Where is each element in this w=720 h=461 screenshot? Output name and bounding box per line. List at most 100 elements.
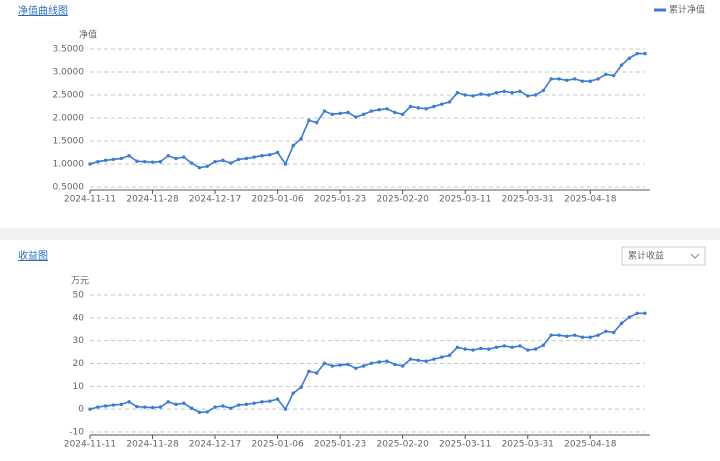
data-point	[213, 160, 217, 164]
data-line	[89, 52, 645, 169]
data-point	[518, 89, 522, 94]
data-point	[143, 160, 147, 164]
data-point	[299, 137, 303, 141]
data-point	[518, 344, 522, 348]
data-point	[635, 311, 639, 315]
data-point	[369, 109, 374, 113]
data-point	[479, 346, 483, 351]
dropdown-label[interactable]: 累计收益	[628, 250, 664, 262]
data-point	[572, 333, 577, 337]
data-point	[588, 335, 592, 339]
data-point	[275, 150, 280, 155]
data-line	[89, 312, 645, 414]
dropdown[interactable]	[621, 246, 706, 266]
data-point	[88, 162, 92, 166]
section-title[interactable]: 净值曲线图	[18, 4, 68, 17]
x-tick-label: 2025-02-20	[377, 195, 430, 205]
data-point	[354, 366, 358, 370]
data-point	[322, 109, 327, 113]
x-tick-label: 2024-11-11	[64, 195, 116, 205]
legend-label[interactable]: 累计净值	[669, 4, 705, 16]
data-point	[486, 347, 491, 351]
data-point	[182, 401, 186, 405]
data-point	[533, 347, 538, 351]
data-point	[471, 94, 475, 98]
data-point	[604, 329, 608, 334]
data-point	[440, 102, 444, 106]
data-point	[447, 100, 452, 104]
y-axis-label: 净值	[79, 29, 97, 41]
data-point	[275, 397, 280, 401]
y-tick-label: 1.5000	[53, 137, 85, 147]
data-point	[502, 344, 506, 348]
data-point	[416, 106, 421, 110]
data-point	[111, 403, 116, 407]
y-tick-label: 40	[73, 313, 85, 323]
data-point	[408, 104, 413, 109]
data-point	[158, 160, 163, 164]
data-point	[463, 347, 467, 351]
y-tick-label: 50	[73, 291, 85, 301]
data-point	[135, 404, 139, 409]
data-point	[510, 91, 514, 95]
data-point	[612, 330, 616, 335]
y-tick-label: 2.0000	[53, 114, 85, 124]
data-point	[291, 391, 295, 395]
section-title[interactable]: 收益图	[18, 249, 48, 262]
data-point	[502, 89, 506, 94]
y-tick-label: 3.0000	[53, 68, 85, 78]
data-point	[619, 63, 624, 67]
x-tick-label: 2024-11-11	[64, 440, 116, 450]
data-point	[557, 77, 561, 81]
y-tick-label: 1.0000	[53, 160, 85, 170]
data-point	[174, 402, 178, 407]
data-point	[369, 361, 374, 365]
x-tick-label: 2025-01-23	[314, 440, 366, 450]
data-point	[643, 51, 647, 56]
data-point	[103, 404, 108, 408]
x-tick-label: 2025-01-06	[251, 440, 304, 450]
data-point	[346, 362, 350, 367]
data-point	[221, 158, 225, 163]
data-point	[486, 93, 491, 97]
y-tick-label: 2.5000	[53, 91, 85, 101]
data-point	[330, 364, 335, 368]
data-point	[236, 403, 241, 407]
data-point	[182, 155, 186, 159]
data-point	[119, 156, 123, 161]
data-point	[307, 369, 311, 373]
data-point	[432, 357, 436, 361]
data-point	[150, 405, 155, 410]
data-point	[205, 164, 209, 168]
data-point	[221, 404, 225, 408]
y-tick-label: 20	[73, 359, 85, 369]
data-point	[619, 321, 624, 326]
data-point	[88, 407, 92, 411]
data-point	[166, 154, 170, 158]
data-point	[479, 92, 483, 96]
data-point	[338, 111, 342, 116]
x-tick-label: 2025-01-23	[314, 195, 366, 205]
data-point	[533, 93, 538, 97]
data-point	[96, 160, 100, 164]
data-point	[96, 405, 100, 409]
data-point	[346, 110, 350, 115]
data-point	[283, 162, 288, 166]
data-point	[635, 51, 639, 56]
data-point	[541, 88, 546, 93]
data-point	[103, 158, 108, 163]
data-point	[580, 79, 585, 83]
data-point	[471, 348, 475, 352]
data-point	[627, 56, 632, 60]
data-point	[432, 104, 436, 109]
y-tick-label: 3.5000	[53, 45, 85, 55]
data-point	[385, 107, 389, 111]
data-point	[213, 405, 217, 409]
y-tick-label: 0	[78, 405, 84, 415]
data-point	[229, 161, 233, 165]
x-tick-label: 2025-04-18	[564, 195, 617, 205]
data-point	[526, 348, 530, 352]
x-tick-label: 2025-03-11	[439, 440, 491, 450]
x-tick-label: 2025-01-06	[251, 195, 304, 205]
